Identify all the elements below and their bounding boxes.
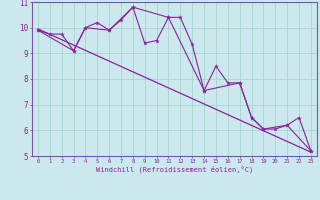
- X-axis label: Windchill (Refroidissement éolien,°C): Windchill (Refroidissement éolien,°C): [96, 166, 253, 173]
